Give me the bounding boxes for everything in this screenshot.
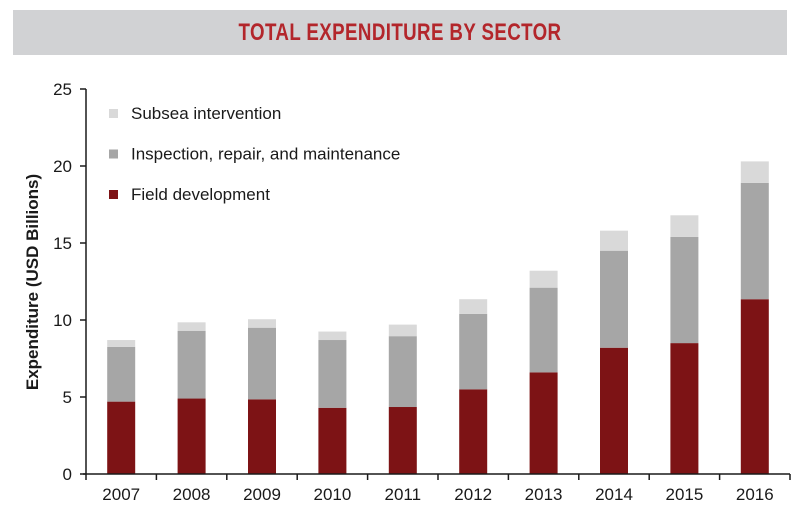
legend-label-subsea-intervention: Subsea intervention bbox=[131, 104, 281, 123]
bar-subsea-intervention-2011 bbox=[388, 324, 417, 337]
bar-field-development-2014 bbox=[600, 347, 628, 474]
legend: Subsea intervention Inspection, repair, a… bbox=[109, 104, 400, 204]
y-tick-label-15: 15 bbox=[53, 234, 72, 253]
bar-inspection-repair-and-maintenance-2011 bbox=[388, 336, 417, 408]
bar-subsea-intervention-2007 bbox=[107, 340, 136, 347]
legend-swatch-field-development bbox=[109, 190, 118, 199]
y-tick-label-5: 5 bbox=[63, 388, 72, 407]
bars-group bbox=[107, 161, 769, 474]
bar-field-development-2013 bbox=[529, 372, 558, 474]
y-axis-title: Expenditure (USD Billions) bbox=[23, 174, 42, 390]
bar-inspection-repair-and-maintenance-2009 bbox=[248, 327, 276, 400]
bar-inspection-repair-and-maintenance-2016 bbox=[740, 182, 769, 300]
bar-field-development-2016 bbox=[740, 299, 769, 474]
bar-subsea-intervention-2010 bbox=[318, 331, 347, 341]
bar-inspection-repair-and-maintenance-2010 bbox=[318, 340, 347, 408]
bar-field-development-2011 bbox=[388, 407, 417, 474]
bar-field-development-2010 bbox=[318, 407, 347, 474]
bar-inspection-repair-and-maintenance-2013 bbox=[529, 287, 558, 373]
bar-field-development-2015 bbox=[670, 343, 699, 474]
x-tick-label-2013: 2013 bbox=[525, 485, 563, 504]
bar-subsea-intervention-2008 bbox=[177, 322, 206, 331]
bar-subsea-intervention-2012 bbox=[459, 299, 488, 314]
x-tick-label-2014: 2014 bbox=[595, 485, 633, 504]
x-tick-label-2016: 2016 bbox=[736, 485, 774, 504]
bar-inspection-repair-and-maintenance-2008 bbox=[177, 330, 206, 399]
chart-title: TOTAL EXPENDITURE BY SECTOR bbox=[238, 18, 562, 46]
bar-inspection-repair-and-maintenance-2014 bbox=[600, 250, 628, 348]
bar-subsea-intervention-2015 bbox=[670, 215, 699, 237]
bar-inspection-repair-and-maintenance-2015 bbox=[670, 236, 699, 344]
x-tick-label-2010: 2010 bbox=[313, 485, 351, 504]
y-tick-label-0: 0 bbox=[63, 465, 72, 484]
y-tick-label-10: 10 bbox=[53, 311, 72, 330]
x-tick-label-2012: 2012 bbox=[454, 485, 492, 504]
y-tick-label-20: 20 bbox=[53, 157, 72, 176]
x-tick-label-2007: 2007 bbox=[102, 485, 140, 504]
bar-inspection-repair-and-maintenance-2012 bbox=[459, 313, 488, 390]
chart-title-bar: TOTAL EXPENDITURE BY SECTOR bbox=[13, 10, 787, 55]
bar-subsea-intervention-2009 bbox=[248, 319, 276, 328]
bar-field-development-2007 bbox=[107, 401, 136, 474]
bar-field-development-2012 bbox=[459, 389, 488, 474]
bar-field-development-2008 bbox=[177, 398, 206, 474]
y-tick-label-25: 25 bbox=[53, 80, 72, 99]
legend-swatch-subsea-intervention bbox=[109, 109, 118, 118]
x-tick-label-2009: 2009 bbox=[243, 485, 281, 504]
bar-subsea-intervention-2014 bbox=[600, 230, 628, 251]
legend-swatch-inspection-repair-and-maintenance bbox=[109, 149, 118, 159]
x-tick-label-2008: 2008 bbox=[173, 485, 211, 504]
bar-field-development-2009 bbox=[248, 399, 276, 474]
bar-subsea-intervention-2016 bbox=[740, 161, 769, 183]
axes-group: 0 5 10 15 20 25 2007 2008 2009 2010 2011 2012 2013 20… bbox=[53, 80, 791, 504]
legend-label-field-development: Field development bbox=[131, 185, 270, 204]
legend-label-inspection-repair-and-maintenance: Inspection, repair, and maintenance bbox=[131, 145, 400, 164]
x-tick-label-2011: 2011 bbox=[385, 485, 422, 504]
bar-inspection-repair-and-maintenance-2007 bbox=[107, 346, 136, 402]
x-tick-label-2015: 2015 bbox=[665, 485, 703, 504]
bar-subsea-intervention-2013 bbox=[529, 270, 558, 288]
